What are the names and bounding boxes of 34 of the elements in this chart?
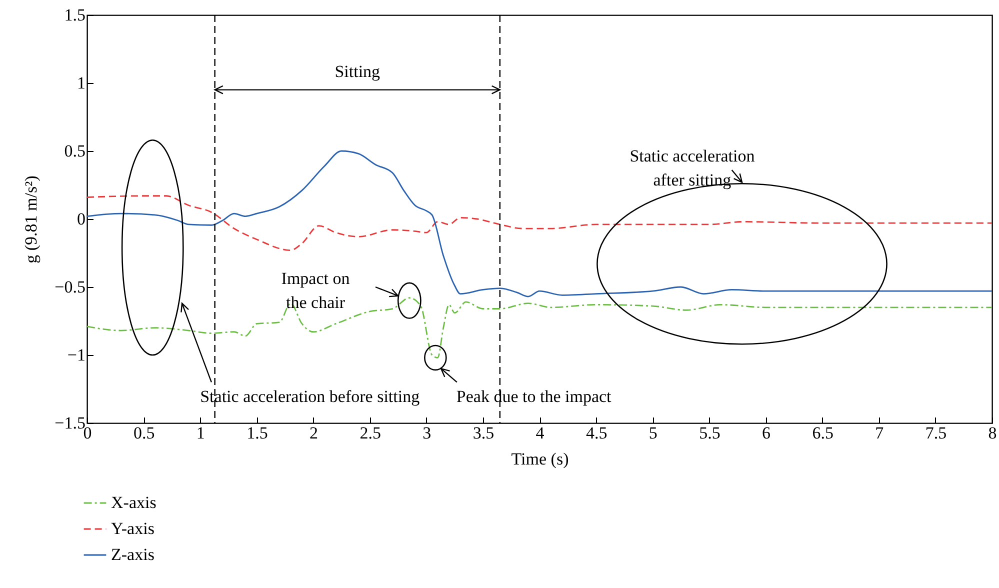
legend-label: Z-axis: [111, 545, 154, 564]
x-axis-title: Time (s): [511, 450, 569, 468]
x-tick-label: 0.5: [133, 424, 155, 442]
x-tick-label: 7: [875, 424, 884, 442]
legend-label: X-axis: [111, 493, 156, 512]
y-tick-label: 0.5: [64, 142, 86, 160]
y-tick-label: 1: [77, 74, 86, 92]
y-tick-label: −1.5: [54, 414, 86, 432]
x-tick-label: 2: [310, 424, 318, 442]
line-series: [87, 195, 992, 251]
x-tick-label: 5: [648, 424, 658, 442]
x-tick-label: 3.5: [472, 424, 494, 442]
y-tick-label: 1.5: [64, 6, 86, 24]
annotation: Sitting: [334, 62, 381, 82]
x-tick-label: 6.5: [812, 424, 834, 442]
x-tick-label: 4.5: [586, 424, 608, 442]
x-tick-label: 4: [536, 424, 545, 442]
annotation: Static acceleration before sitting: [200, 387, 420, 406]
line-series: [87, 150, 992, 298]
x-tick-label: 2.5: [360, 424, 381, 442]
y-tick-label: 0: [77, 210, 86, 228]
annotation: Static acceleration after sitting: [630, 146, 756, 190]
legend-label: Y-axis: [111, 519, 154, 538]
x-tick-label: 1: [196, 424, 205, 442]
x-tick-label: 1.5: [246, 424, 268, 442]
x-tick-label: 6: [762, 424, 770, 442]
x-tick-label: 8: [988, 424, 997, 442]
y-tick-label: −0.5: [54, 278, 86, 296]
x-tick-label: 7.5: [925, 424, 947, 442]
annotation: Impact on the chair: [281, 268, 350, 312]
x-tick-label: 3: [422, 424, 432, 442]
y-axis-title: g (9.81 m/s²): [22, 176, 41, 264]
y-tick-label: −1: [67, 346, 86, 364]
x-tick-label: 5.5: [699, 424, 720, 442]
